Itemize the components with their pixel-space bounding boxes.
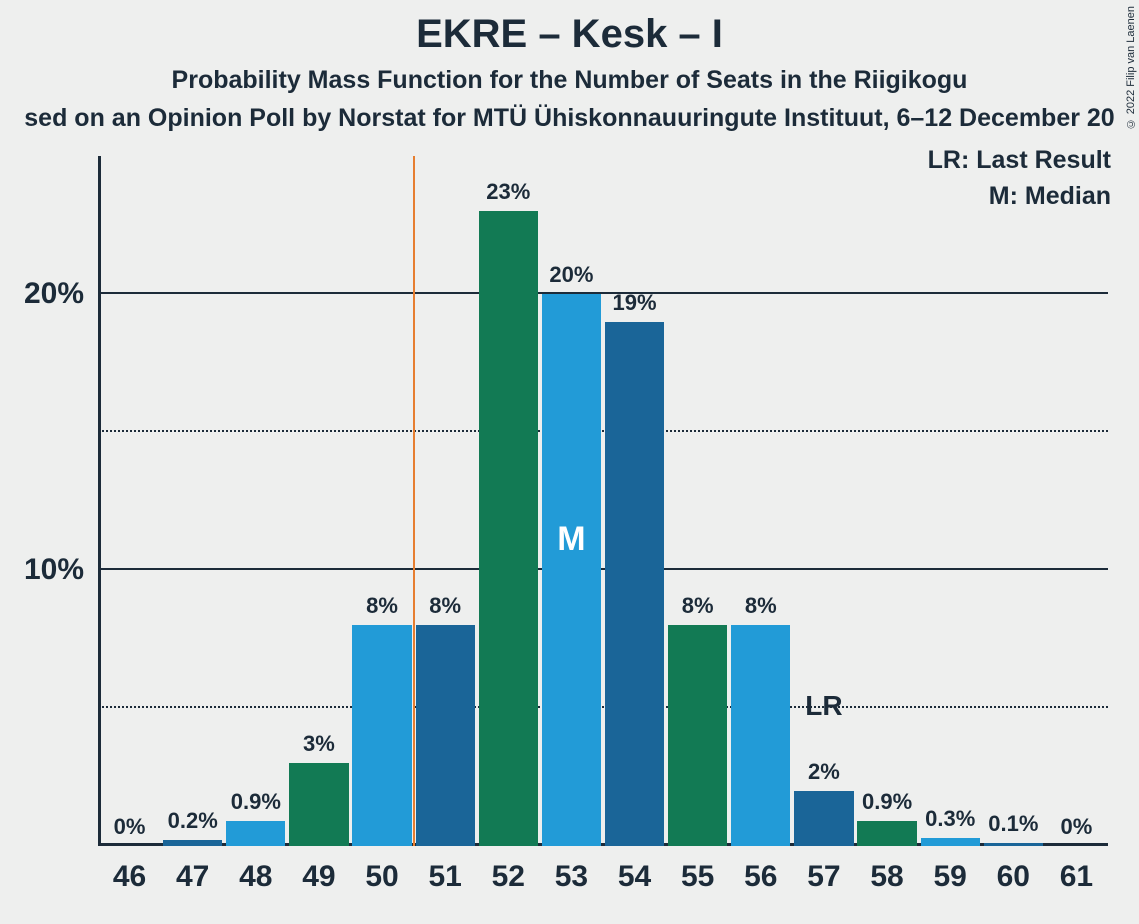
x-tick-label: 47 xyxy=(176,860,209,894)
y-tick-label: 10% xyxy=(0,553,84,587)
copyright-text: © 2022 Filip van Laenen xyxy=(1125,6,1137,129)
bar xyxy=(416,625,475,846)
bar-slot: 3%49 xyxy=(287,156,350,846)
bar-value-label: 19% xyxy=(613,290,657,316)
bar-slot: 8%50 xyxy=(351,156,414,846)
bar xyxy=(479,211,538,846)
bar xyxy=(163,840,222,846)
bar-value-label: 20% xyxy=(549,262,593,288)
bar xyxy=(226,821,285,846)
last-result-marker: LR xyxy=(805,690,842,722)
chart-subtitle-1: Probability Mass Function for the Number… xyxy=(0,66,1139,95)
bar xyxy=(352,625,411,846)
bar-slot: 0.3%59 xyxy=(919,156,982,846)
bar xyxy=(542,294,601,846)
bar-slot: 20%53M xyxy=(540,156,603,846)
bar-slot: 0.1%60 xyxy=(982,156,1045,846)
x-tick-label: 49 xyxy=(302,860,335,894)
bar-slot: 8%55 xyxy=(666,156,729,846)
bar-slot: 0.9%48 xyxy=(224,156,287,846)
bar-value-label: 0% xyxy=(114,814,146,840)
x-tick-label: 52 xyxy=(492,860,525,894)
bar-value-label: 23% xyxy=(486,179,530,205)
chart-title: EKRE – Kesk – I xyxy=(0,12,1139,57)
bar-slot: 23%52 xyxy=(477,156,540,846)
bar xyxy=(921,838,980,846)
x-tick-label: 48 xyxy=(239,860,272,894)
bar-slot: 19%54 xyxy=(603,156,666,846)
x-tick-label: 61 xyxy=(1060,860,1093,894)
bar-value-label: 0.3% xyxy=(925,806,975,832)
bar-value-label: 0.9% xyxy=(231,789,281,815)
bar xyxy=(668,625,727,846)
x-tick-label: 56 xyxy=(744,860,777,894)
bar-value-label: 0.9% xyxy=(862,789,912,815)
bar-value-label: 0.1% xyxy=(988,811,1038,837)
bar-slot: 0.2%47 xyxy=(161,156,224,846)
bar-value-label: 8% xyxy=(682,593,714,619)
bar xyxy=(857,821,916,846)
bar-value-label: 8% xyxy=(429,593,461,619)
x-tick-label: 57 xyxy=(807,860,840,894)
bar xyxy=(794,791,853,846)
bars-container: 0%460.2%470.9%483%498%508%5123%5220%53M1… xyxy=(98,156,1108,846)
median-marker: M xyxy=(557,520,585,559)
bar xyxy=(731,625,790,846)
y-tick-label: 20% xyxy=(0,277,84,311)
x-tick-label: 60 xyxy=(997,860,1030,894)
bar xyxy=(984,843,1043,846)
bar-value-label: 8% xyxy=(366,593,398,619)
bar-slot: 8%56 xyxy=(729,156,792,846)
majority-line xyxy=(413,156,415,846)
x-tick-label: 58 xyxy=(870,860,903,894)
x-tick-label: 55 xyxy=(681,860,714,894)
x-tick-label: 50 xyxy=(365,860,398,894)
bar-slot: 8%51 xyxy=(414,156,477,846)
x-tick-label: 54 xyxy=(618,860,651,894)
bar-value-label: 3% xyxy=(303,731,335,757)
x-tick-label: 59 xyxy=(934,860,967,894)
bar-slot: 0%61 xyxy=(1045,156,1108,846)
x-tick-label: 51 xyxy=(429,860,462,894)
bar-slot: 0.9%58 xyxy=(856,156,919,846)
bar-slot: 0%46 xyxy=(98,156,161,846)
bar xyxy=(289,763,348,846)
chart-plot-area: 0%460.2%470.9%483%498%508%5123%5220%53M1… xyxy=(98,156,1108,846)
x-tick-label: 46 xyxy=(113,860,146,894)
chart-subtitle-2: sed on an Opinion Poll by Norstat for MT… xyxy=(0,104,1139,133)
bar-value-label: 2% xyxy=(808,759,840,785)
bar-slot: 2%57LR xyxy=(792,156,855,846)
x-tick-label: 53 xyxy=(555,860,588,894)
bar-value-label: 8% xyxy=(745,593,777,619)
bar-value-label: 0% xyxy=(1061,814,1093,840)
bar-value-label: 0.2% xyxy=(168,808,218,834)
bar xyxy=(605,322,664,846)
